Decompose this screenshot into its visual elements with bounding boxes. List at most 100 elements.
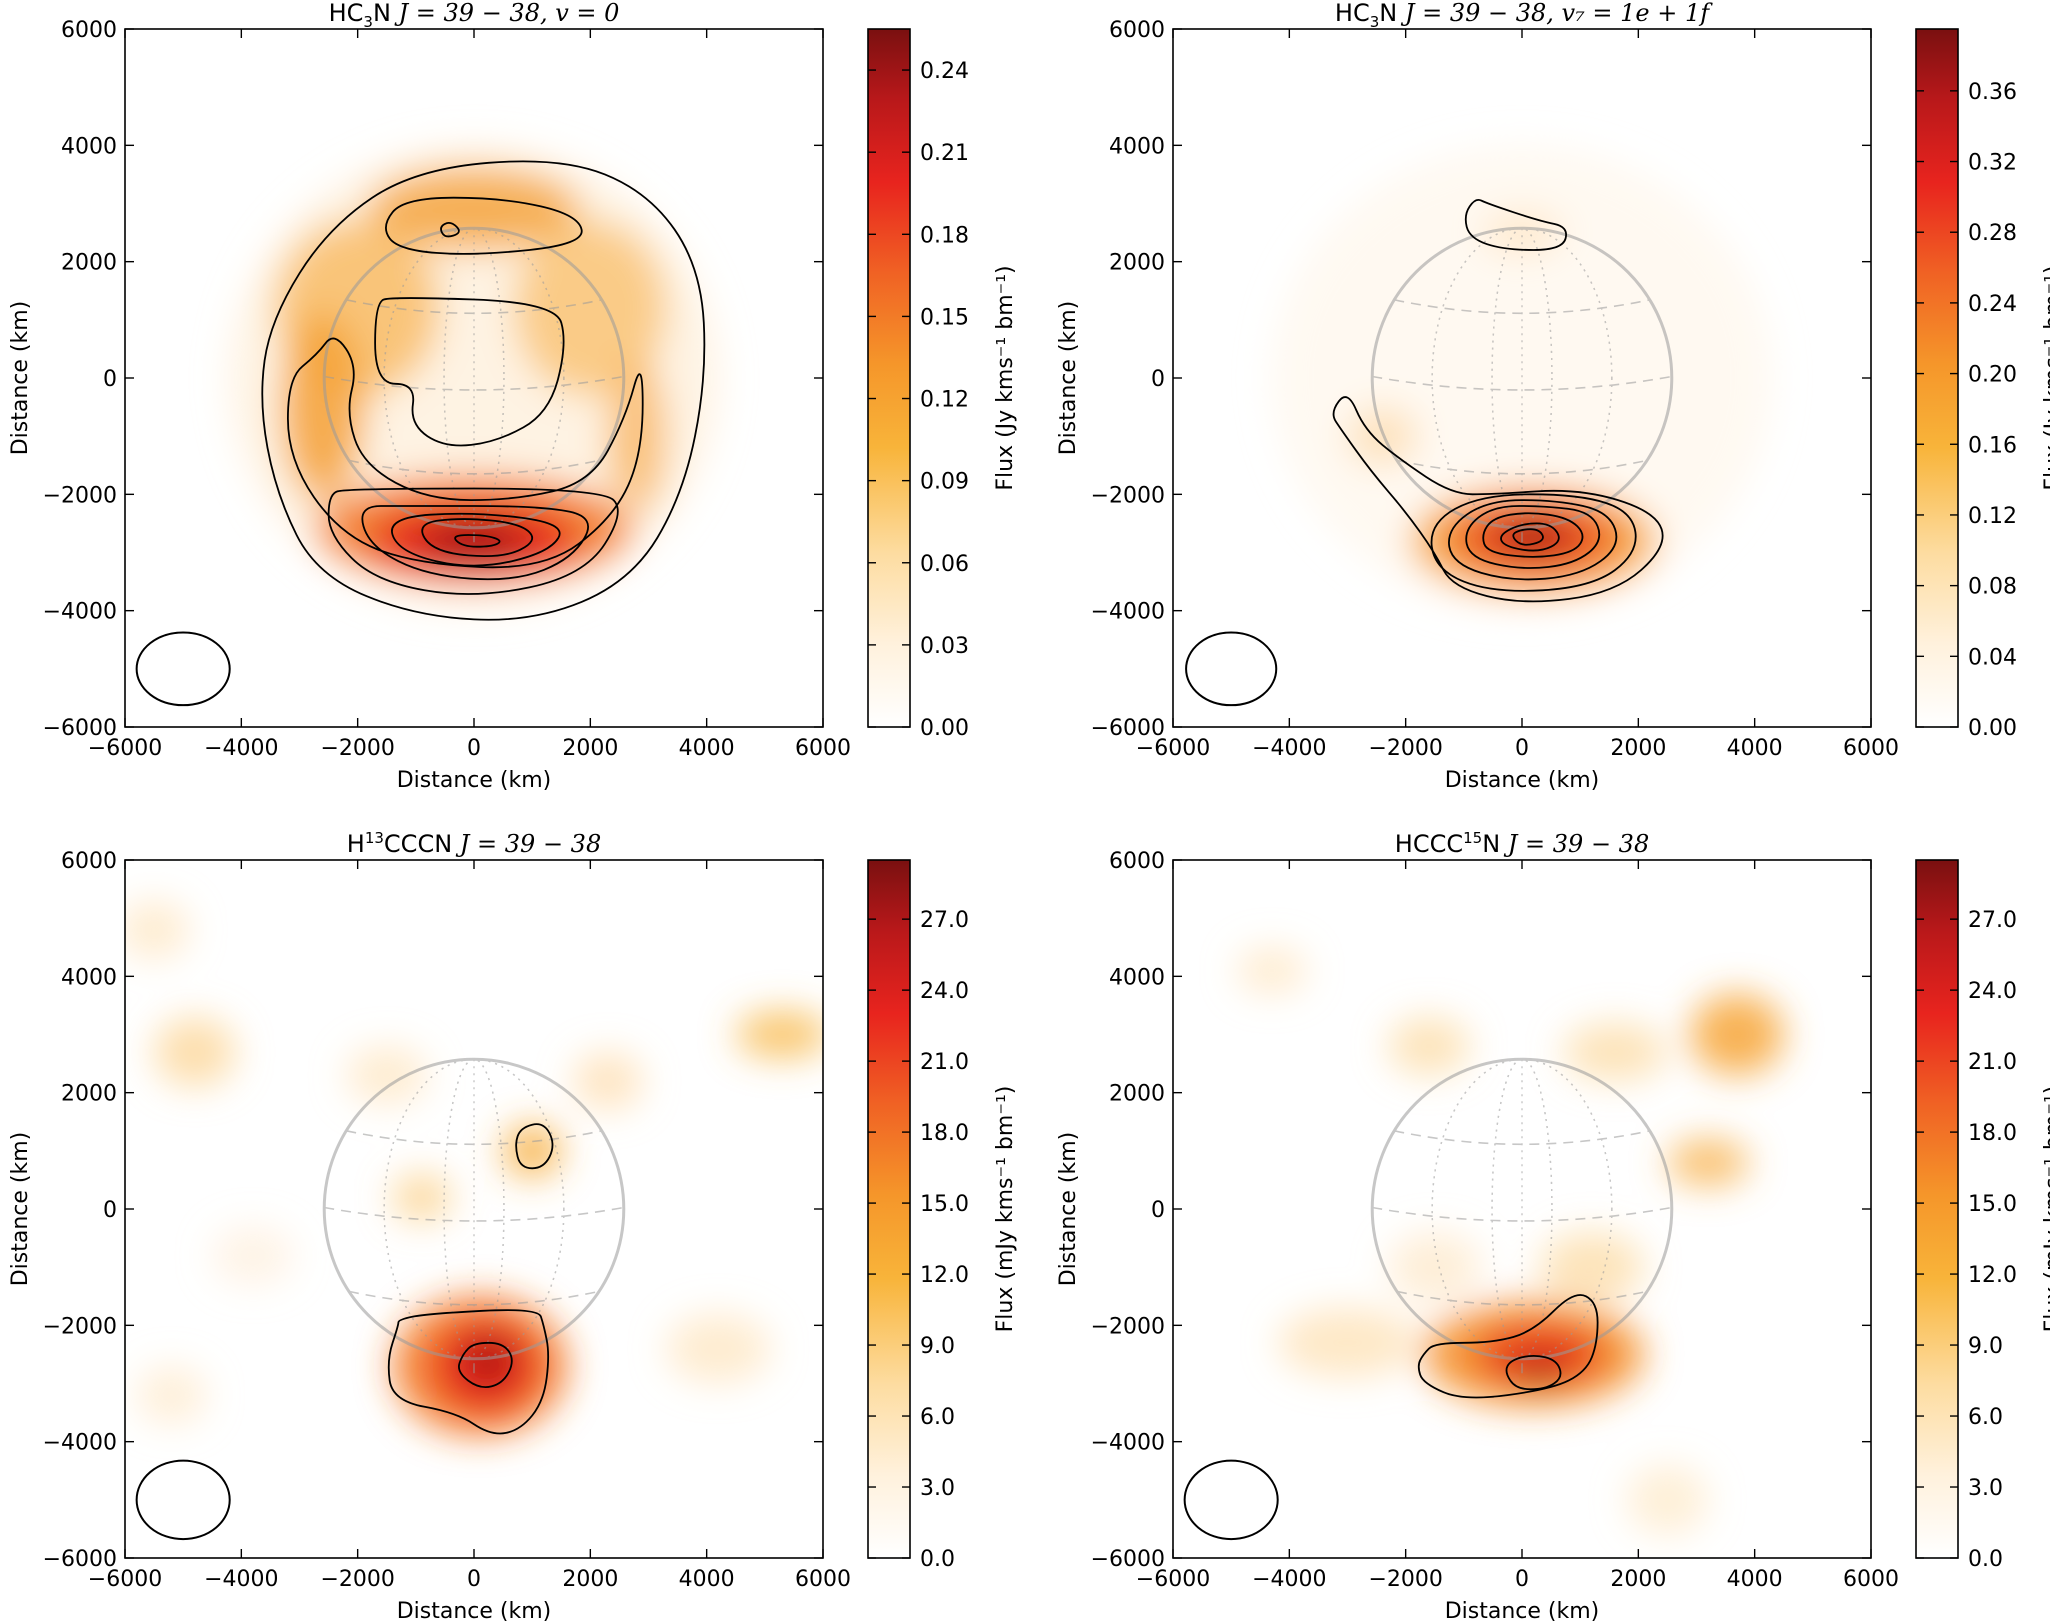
emission-blob xyxy=(282,314,364,501)
y-tick-label: −6000 xyxy=(1091,716,1165,741)
colorbar-tick-label: 0.0 xyxy=(920,1547,955,1572)
emission-blob xyxy=(369,168,579,251)
colorbar-tick-label: 24.0 xyxy=(920,979,969,1004)
longitude-line xyxy=(443,1058,505,1360)
latitude-line xyxy=(324,375,624,391)
axes: −6000−6000 −4000 −4000 −2000 −2000 0 0 2000 2000… xyxy=(8,849,851,1624)
beam-ellipse xyxy=(1185,631,1278,707)
emission-blob xyxy=(1690,993,1784,1076)
colorbar-frame xyxy=(1915,859,1959,1559)
colorbar-tick-label: 3.0 xyxy=(1968,1476,2003,1501)
x-axis-label: Distance (km) xyxy=(397,768,552,793)
contour-line xyxy=(1465,505,1601,569)
x-tick-label: −6000 xyxy=(1136,736,1210,761)
colorbar: 0.00 0.03 0.06 0.09 0.12 0.15 0.18 0.21 0.24 Flux… xyxy=(867,28,1018,741)
colorbar: 0.00 0.04 0.08 0.12 0.16 0.20 0.24 0.28 0.32 0.36… xyxy=(1915,28,2050,741)
panel-1: −6000−6000 −4000 −4000 −2000 −2000 0 0 2000 2000… xyxy=(8,0,1018,793)
x-tick-label: 0 xyxy=(1515,736,1529,761)
contour-line xyxy=(454,534,501,548)
y-tick-label: −4000 xyxy=(1091,600,1165,625)
colorbar-tick-label: 0.09 xyxy=(920,470,969,495)
colorbar-tick-label: 0.00 xyxy=(920,716,969,741)
latitude-line xyxy=(1372,1206,1672,1222)
y-tick-label: 4000 xyxy=(61,965,117,990)
colorbar-tick-label: 24.0 xyxy=(1968,979,2017,1004)
title-molecule-tail: CCCN xyxy=(384,830,460,858)
y-tick-label: 2000 xyxy=(1109,251,1165,276)
title-molecule-tail: N xyxy=(1379,0,1405,27)
y-tick-label: −2000 xyxy=(1091,483,1165,508)
colorbar: 0.0 3.0 6.0 9.0 12.0 15.0 18.0 21.0 24.0 27.0 Flux… xyxy=(1915,859,2050,1572)
y-tick-label: −2000 xyxy=(1091,1314,1165,1339)
title-molecule: HC xyxy=(1335,0,1370,27)
contour-line xyxy=(327,487,619,595)
colorbar-frame xyxy=(1915,28,1959,728)
emission-blob xyxy=(1271,145,1773,611)
colorbar-tick-label: 0.15 xyxy=(920,305,969,330)
colorbar-tick-label: 3.0 xyxy=(920,1476,955,1501)
colorbar-tick-label: 0.24 xyxy=(920,59,969,84)
y-tick-label: 2000 xyxy=(61,1082,117,1107)
colorbar-tick-label: 27.0 xyxy=(920,908,969,933)
colorbar-tick-label: 18.0 xyxy=(920,1121,969,1146)
title-molecule: HC xyxy=(329,0,364,27)
panel-title: HC3N J = 39 − 38, v₇ = 1e + 1f xyxy=(1335,0,1713,31)
x-tick-label: −2000 xyxy=(1368,1567,1442,1592)
x-tick-label: 0 xyxy=(467,1567,481,1592)
y-tick-label: 6000 xyxy=(1109,18,1165,43)
emission-blob xyxy=(735,1011,823,1058)
colorbar-tick-label: 6.0 xyxy=(1968,1405,2003,1430)
colorbar-tick-label: 0.21 xyxy=(920,141,969,166)
emission-blob xyxy=(514,220,666,396)
title-transition: J = 39 − 38, v₇ = 1e + 1f xyxy=(1400,0,1713,27)
colorbar-tick-label: 0.18 xyxy=(920,223,969,248)
contour-lines xyxy=(387,1123,554,1435)
y-axis-label: Distance (km) xyxy=(8,301,33,456)
colorbar-tick-label: 12.0 xyxy=(1968,1263,2017,1288)
contour-line xyxy=(385,196,583,255)
emission-blob xyxy=(1516,1360,1563,1384)
panel-2: −6000−6000 −4000 −4000 −2000 −2000 0 0 2000 2000… xyxy=(1056,0,2050,793)
colorbar-tick-label: 21.0 xyxy=(1968,1050,2017,1075)
emission-blob xyxy=(212,1226,294,1285)
longitude-line xyxy=(383,227,565,529)
contour-lines xyxy=(261,160,706,621)
emission-blob xyxy=(1539,1232,1645,1303)
x-tick-label: 2000 xyxy=(1610,1567,1666,1592)
longitude-line xyxy=(1431,227,1613,529)
y-tick-label: 6000 xyxy=(1109,849,1165,874)
plot-area xyxy=(1173,860,1871,1558)
axes: −6000−6000 −4000 −4000 −2000 −2000 0 0 2000 2000… xyxy=(8,18,851,793)
longitude-line xyxy=(383,1058,565,1360)
title-molecule-tail: N xyxy=(373,0,399,27)
beam-ellipse xyxy=(1183,1459,1279,1541)
emission-blob xyxy=(1277,1307,1418,1378)
contour-line xyxy=(261,160,706,621)
y-tick-label: −4000 xyxy=(1091,1431,1165,1456)
emission-blob xyxy=(572,1051,643,1111)
plot-background xyxy=(125,860,823,1558)
y-tick-label: 4000 xyxy=(1109,965,1165,990)
y-tick-label: 2000 xyxy=(61,251,117,276)
title-transition: J = 39 − 38 xyxy=(1503,830,1649,858)
colorbar-label: Flux (mJy kms⁻¹ bm⁻¹) xyxy=(993,1086,1018,1333)
x-tick-label: 6000 xyxy=(1843,1567,1899,1592)
colorbar-tick-label: 12.0 xyxy=(920,1263,969,1288)
emission-blob xyxy=(607,360,666,512)
contour-lines xyxy=(1417,1294,1599,1399)
contour-line xyxy=(286,337,644,569)
beam-ellipse xyxy=(135,1459,231,1541)
contour-lines xyxy=(1332,198,1664,603)
emission-blob xyxy=(125,900,189,959)
panel-title: H13CCCN J = 39 − 38 xyxy=(347,829,601,858)
axes: −6000−6000 −4000 −4000 −2000 −2000 0 0 2000 2000… xyxy=(1056,18,1899,793)
colorbar-tick-label: 0.04 xyxy=(1968,645,2017,670)
contour-line xyxy=(421,518,534,558)
x-tick-label: −4000 xyxy=(1252,736,1326,761)
latitude-line xyxy=(324,1206,624,1222)
title-transition: J = 39 − 38, v = 0 xyxy=(394,0,620,27)
colorbar-tick-label: 0.00 xyxy=(1968,716,2017,741)
colorbar-label: Flux (mJy kms⁻¹ bm⁻¹) xyxy=(2041,1086,2050,1333)
y-tick-label: 0 xyxy=(103,1198,117,1223)
